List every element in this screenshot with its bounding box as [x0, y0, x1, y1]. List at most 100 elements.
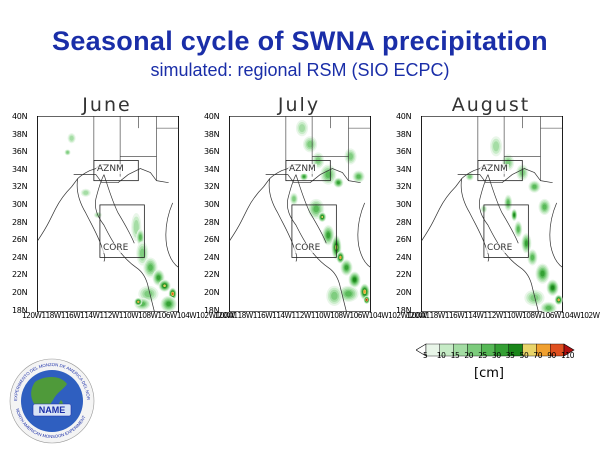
us-mexico-border: [457, 168, 553, 184]
lon-tick-label: 120W: [406, 311, 426, 320]
precip-map-panel: [229, 116, 371, 312]
lat-tick-label: 36N: [12, 147, 28, 157]
precip-cell: [528, 180, 541, 193]
panel-month-title: August: [451, 94, 531, 116]
precip-cell: [143, 257, 158, 278]
lon-tick-label: 100W: [407, 311, 427, 320]
precip-cell: [511, 208, 518, 222]
lon-tick-label: 106W: [349, 311, 369, 320]
figure-subtitle: simulated: regional RSM (SIO ECPC): [150, 60, 450, 80]
lat-tick-label: 18N: [12, 305, 28, 315]
lon-tick-label: 106W: [157, 311, 177, 320]
aznm-label: AZNM: [288, 164, 317, 174]
lat-tick-label: 26N: [204, 235, 220, 245]
lon-tick-label: 112W: [291, 311, 311, 320]
lat-tick-label: 36N: [204, 147, 220, 157]
precip-cell: [136, 229, 145, 246]
precip-cell: [134, 297, 143, 306]
lon-tick-label: 116W: [444, 311, 465, 320]
colorbar-tick-label: 25: [478, 351, 487, 360]
logo-name: NAME: [39, 405, 66, 415]
state-lines: [93, 116, 179, 181]
core-box: [483, 204, 529, 258]
lon-tick-labels: 120W118W116W114W112W110W108W106W104W102W…: [406, 311, 600, 320]
lat-tick-label: 30N: [396, 200, 412, 209]
colorbar-tick-label: 90: [547, 351, 556, 360]
colorbar-tick-label: 35: [505, 351, 515, 360]
lon-tick-labels: 120W118W116W114W112W110W108W106W104W102W…: [214, 311, 427, 320]
lon-tick-label: 112W: [483, 311, 503, 320]
lon-tick-label: 104W: [368, 311, 389, 320]
precip-cell: [535, 263, 550, 284]
lat-tick-label: 26N: [12, 235, 28, 245]
precip-cell: [322, 225, 335, 246]
precip-cell: [336, 251, 345, 264]
colorbar-tick-label: 5: [423, 351, 428, 360]
panel-month-title: June: [82, 94, 132, 116]
lat-tick-label: 24N: [396, 252, 412, 262]
precip-cell: [340, 259, 353, 276]
aznm-box: [285, 160, 331, 182]
lat-tick-label: 40N: [396, 112, 412, 121]
lon-tick-label: 108W: [522, 311, 542, 320]
precip-cell: [489, 136, 503, 157]
colorbar-tick-label: 70: [533, 351, 543, 360]
lon-tick-label: 108W: [330, 311, 350, 320]
lon-tick-label: 118W: [425, 311, 445, 320]
lon-tick-label: 120W: [214, 311, 234, 320]
lat-tick-label: 36N: [396, 147, 412, 157]
colorbar-tick-label: 15: [450, 351, 460, 360]
lon-tick-label: 110W: [310, 311, 331, 320]
core-label: CORE: [486, 243, 514, 253]
lon-tick-label: 110W: [502, 311, 523, 320]
precip-cell: [540, 301, 557, 312]
lat-tick-label: 20N: [204, 288, 220, 297]
precip-cell: [359, 283, 370, 300]
name-logo: NAME EXPERIMENTO DEL MONZON DE AMERICA D…: [5, 354, 95, 444]
lat-tick-label: 38N: [396, 129, 412, 139]
legend-units: [cm]: [474, 366, 504, 381]
precip-cell: [303, 136, 318, 153]
lon-tick-label: 112W: [99, 311, 119, 320]
precip-cell: [554, 294, 563, 305]
lat-tick-label: 22N: [12, 270, 28, 280]
lat-tick-label: 28N: [204, 217, 220, 227]
precip-cell: [521, 233, 532, 254]
lat-tick-label: 30N: [12, 200, 28, 209]
precip-cell: [64, 149, 71, 156]
lat-tick-label: 24N: [204, 252, 220, 262]
precip-cell: [348, 271, 361, 288]
precip-cell: [352, 170, 365, 183]
panel-month-title: July: [277, 94, 321, 116]
precip-cell: [160, 295, 177, 312]
aznm-box: [93, 160, 139, 182]
lon-tick-label: 114W: [272, 311, 292, 320]
us-mexico-border: [73, 168, 169, 184]
lat-tick-label: 40N: [204, 112, 220, 121]
colorbar-tick-label: 110: [561, 351, 575, 360]
lon-tick-label: 110W: [118, 311, 139, 320]
precip-cell: [504, 194, 513, 211]
precip-cell: [527, 249, 538, 266]
lat-tick-label: 28N: [12, 217, 28, 227]
colorbar-tick-label: 10: [436, 351, 446, 360]
lat-tick-label: 32N: [204, 182, 220, 192]
lat-tick-label: 38N: [204, 129, 220, 139]
lon-tick-label: 114W: [464, 311, 484, 320]
lat-tick-label: 32N: [12, 182, 28, 192]
core-box: [99, 204, 145, 258]
lat-tick-label: 28N: [396, 217, 412, 227]
us-mexico-border: [265, 168, 361, 184]
core-box: [291, 204, 337, 258]
aznm-box: [477, 160, 523, 182]
precip-cell: [514, 221, 523, 238]
precip-cell: [465, 172, 474, 181]
precip-cell: [333, 177, 344, 188]
lat-tick-label: 22N: [396, 270, 412, 280]
precip-map-panel: [37, 116, 179, 312]
precip-cell: [546, 279, 559, 296]
precip-colorbar: [416, 343, 575, 357]
precip-map-panel: [421, 116, 563, 312]
state-lines: [285, 116, 371, 181]
lon-tick-labels: 120W118W116W114W112W110W108W106W104W102W…: [22, 311, 235, 320]
